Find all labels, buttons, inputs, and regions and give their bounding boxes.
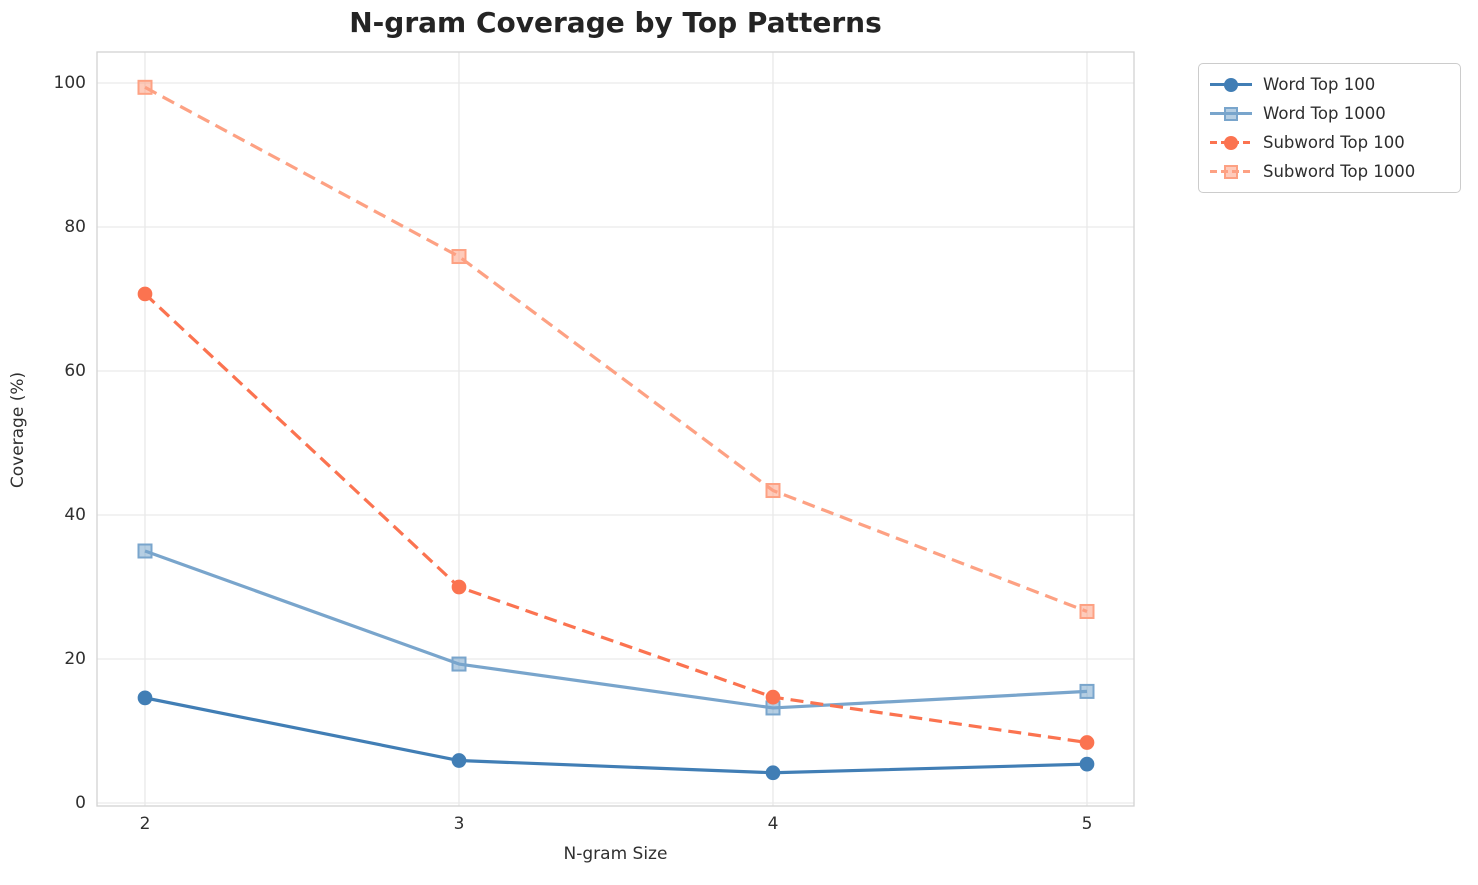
series-line [143,292,1088,745]
legend-line-circle-swatch [1210,135,1252,151]
square-marker-icon [1224,106,1238,121]
chart-title: N-gram Coverage by Top Patterns [349,6,882,39]
plot-frame [96,51,1135,807]
data-point-marker [137,543,153,559]
square-marker-fill [1226,166,1236,177]
y-tick-label: 20 [64,649,86,669]
legend-label: Subword Top 1000 [1263,162,1416,181]
legend-item: Subword Top 100 [1210,128,1460,157]
legend-label: Word Top 100 [1263,75,1376,94]
data-point-marker [137,79,153,95]
data-point-marker [1079,735,1095,750]
y-tick-label: 40 [64,505,86,525]
legend-line-circle-swatch [1210,77,1252,93]
y-tick-label: 80 [64,217,86,237]
data-point-marker [765,483,781,499]
data-point-marker [137,690,153,706]
y-tick-label: 0 [75,793,86,813]
data-point-marker [1079,603,1095,619]
data-point-marker [137,286,153,302]
data-point-marker [451,579,467,595]
legend-label: Word Top 1000 [1263,104,1386,123]
y-tick-label: 60 [64,361,86,381]
series-line [144,549,1088,710]
data-point-marker [765,765,781,781]
circle-marker-icon [1224,77,1238,92]
series-line [144,85,1088,613]
legend: Word Top 100 Word Top 1000 Subword Top 100… [1198,63,1461,193]
data-point-marker [765,689,781,705]
legend-line-square-swatch [1210,106,1252,122]
y-tick-label: 100 [53,73,86,93]
series-line [144,696,1088,775]
circle-marker-icon [1224,135,1238,150]
x-tick-label: 5 [1081,814,1093,834]
data-point-marker [451,249,467,265]
legend-item: Word Top 100 [1210,70,1460,99]
data-point-marker [451,656,467,672]
square-marker-icon [1224,164,1238,179]
data-point-marker [1079,683,1095,699]
data-point-marker [451,753,467,768]
legend-item: Subword Top 1000 [1210,157,1460,186]
legend-label: Subword Top 100 [1263,133,1405,152]
legend-item: Word Top 1000 [1210,99,1460,128]
x-tick-label: 3 [453,814,465,834]
legend-line-square-swatch [1210,164,1252,180]
x-tick-label: 4 [767,814,779,834]
square-marker-fill [1226,108,1236,119]
data-point-marker [1079,756,1095,772]
x-axis-label: N-gram Size [563,844,668,864]
x-tick-label: 2 [139,814,151,834]
y-axis-label: Coverage (%) [8,371,28,489]
